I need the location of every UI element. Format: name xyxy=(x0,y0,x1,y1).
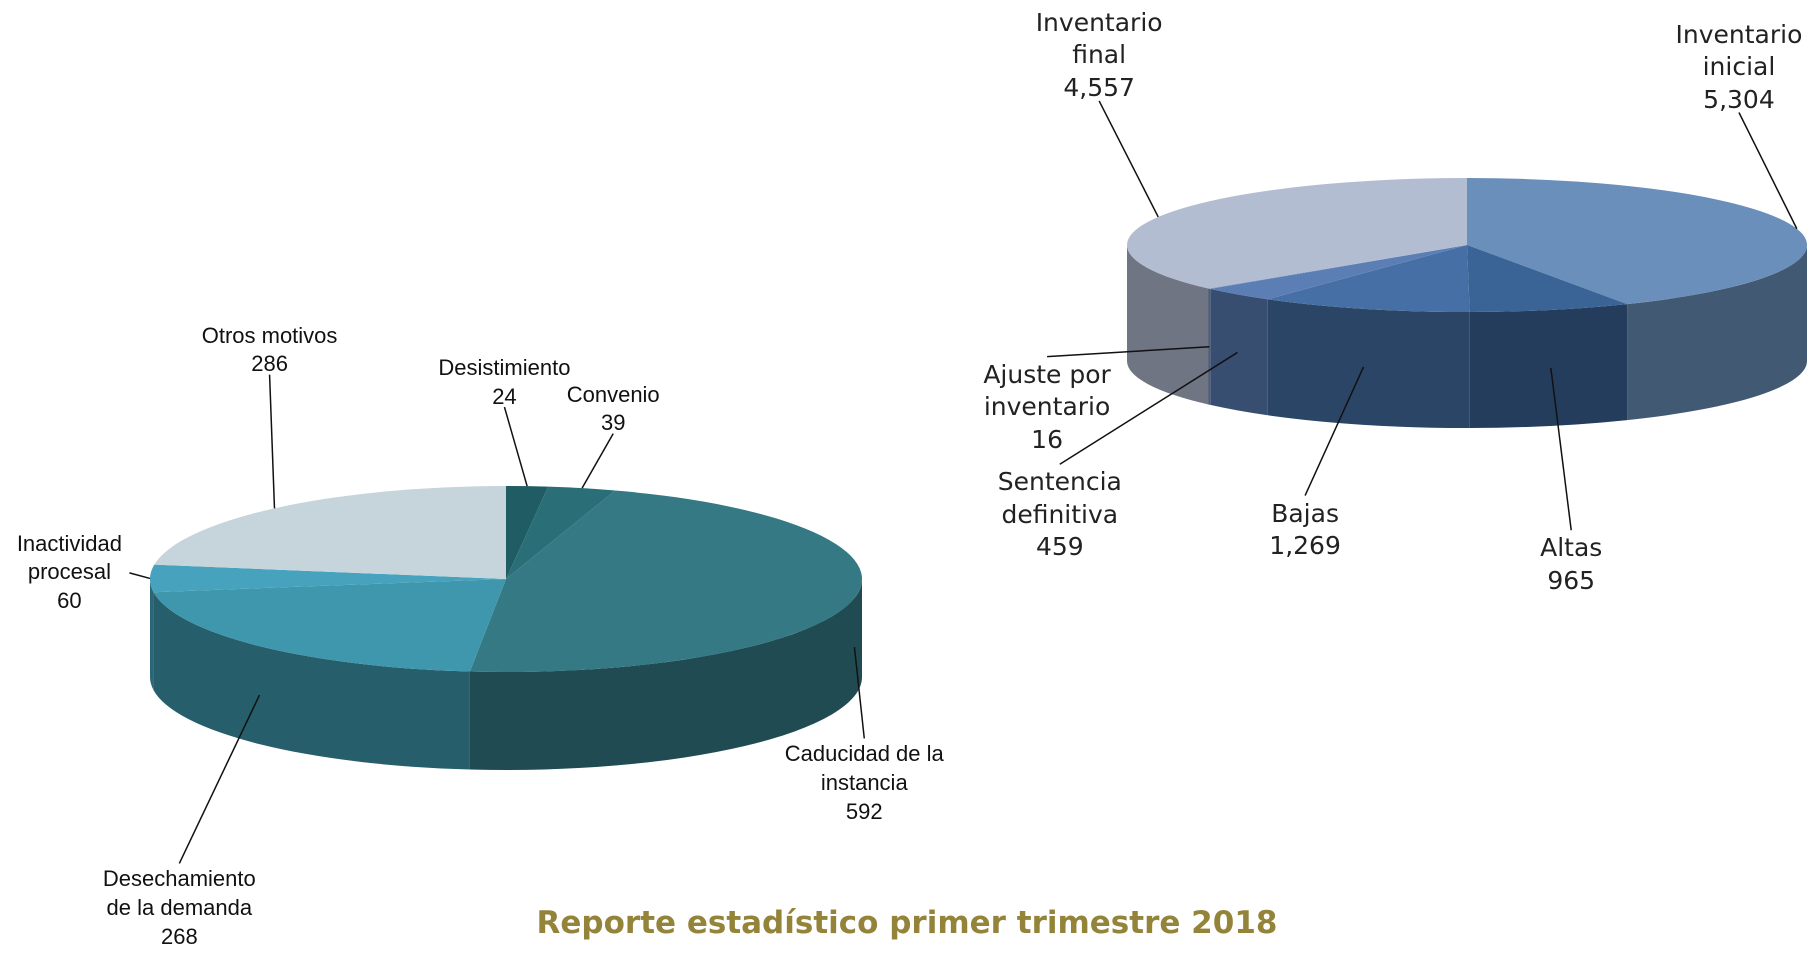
slice xyxy=(1210,245,1467,300)
category-label: Desechamiento de la demanda xyxy=(102,866,256,921)
data-label: Otros motivos 286 xyxy=(180,322,360,379)
slice xyxy=(1467,245,1628,312)
slice-side xyxy=(469,579,862,771)
leader-line xyxy=(178,694,261,864)
data-label: Desechamiento de la demanda 268 xyxy=(89,865,269,951)
slice-side xyxy=(1627,245,1808,421)
leader-line xyxy=(853,647,866,739)
category-label: Convenio xyxy=(566,381,660,407)
leader-line xyxy=(1550,367,1572,531)
data-label: Altas 965 xyxy=(1486,532,1656,597)
value-label: 286 xyxy=(251,351,288,377)
slice-side xyxy=(1208,288,1211,405)
slice xyxy=(150,564,506,593)
slice xyxy=(1467,178,1808,305)
slice-side xyxy=(150,579,154,691)
data-label: Bajas 1,269 xyxy=(1220,498,1390,563)
pie-chart xyxy=(129,374,866,864)
slice xyxy=(506,486,549,579)
leader-line xyxy=(1047,345,1210,358)
slice-side xyxy=(153,592,470,770)
data-label: Convenio 39 xyxy=(523,381,703,438)
leader-line xyxy=(268,374,276,509)
category-label: Sentencia definitiva xyxy=(997,467,1122,529)
category-label: Bajas xyxy=(1271,498,1339,528)
leader-line xyxy=(1059,351,1238,465)
slice xyxy=(153,579,506,672)
pie-chart xyxy=(1047,100,1808,531)
slice xyxy=(506,486,616,579)
value-label: 965 xyxy=(1547,565,1596,595)
slice-side xyxy=(1267,299,1470,428)
value-label: 24 xyxy=(492,383,517,409)
value-label: 592 xyxy=(845,798,883,824)
data-label: Sentencia definitiva 459 xyxy=(975,466,1145,564)
value-label: 60 xyxy=(57,588,82,614)
slice-side xyxy=(1127,245,1209,405)
value-label: 16 xyxy=(1031,424,1063,454)
data-label: Ajuste por inventario 16 xyxy=(962,359,1132,457)
data-label: Desistimiento 24 xyxy=(414,354,594,411)
report-title: Reporte estadístico primer trimestre 201… xyxy=(536,905,1278,941)
value-label: 268 xyxy=(160,923,198,949)
category-label: Inventario final xyxy=(1035,7,1163,70)
slice xyxy=(1208,245,1467,289)
value-label: 4,557 xyxy=(1063,72,1135,102)
category-label: Inactividad procesal xyxy=(16,530,122,585)
category-label: Altas xyxy=(1540,533,1603,563)
category-label: Otros motivos xyxy=(201,322,338,348)
category-label: Caducidad de la instancia xyxy=(784,741,944,796)
value-label: 459 xyxy=(1035,532,1084,562)
data-label: Inventario inicial 5,304 xyxy=(1654,19,1814,117)
category-label: Inventario inicial xyxy=(1675,19,1803,82)
slice-side xyxy=(1469,304,1628,428)
leader-line xyxy=(1098,100,1159,218)
slice xyxy=(1267,245,1470,312)
leader-line xyxy=(129,572,151,580)
slice-side xyxy=(1210,288,1268,416)
category-label: Desistimiento xyxy=(438,355,571,381)
leader-line xyxy=(503,406,528,487)
leader-line xyxy=(1304,366,1365,496)
slice xyxy=(154,486,507,579)
data-label: Inventario final 4,557 xyxy=(1014,7,1184,105)
data-label: Caducidad de la instancia 592 xyxy=(774,740,954,826)
value-label: 39 xyxy=(600,410,626,436)
leader-line xyxy=(1738,112,1798,230)
category-label: Ajuste por inventario xyxy=(983,359,1111,422)
value-label: 1,269 xyxy=(1269,531,1341,560)
leader-line xyxy=(581,433,614,489)
value-label: 5,304 xyxy=(1703,84,1775,114)
slice xyxy=(1127,178,1467,289)
data-label: Inactividad procesal 60 xyxy=(0,530,159,616)
slice xyxy=(469,490,862,672)
